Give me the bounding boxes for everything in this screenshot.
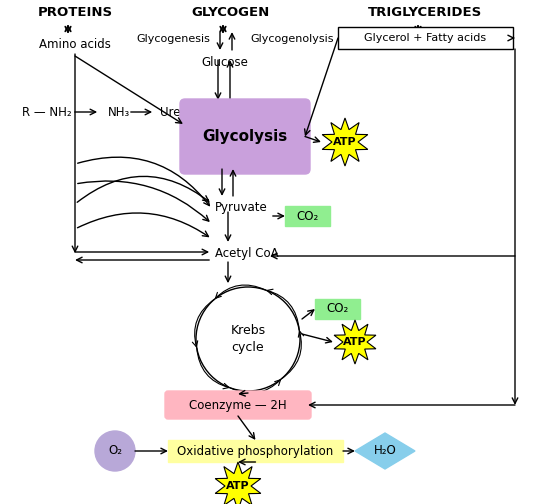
Text: Glucose: Glucose xyxy=(201,56,249,69)
Text: Glycogenesis: Glycogenesis xyxy=(136,34,210,44)
Text: Glycerol + Fatty acids: Glycerol + Fatty acids xyxy=(365,33,487,43)
Polygon shape xyxy=(334,320,376,364)
FancyBboxPatch shape xyxy=(165,391,311,419)
FancyBboxPatch shape xyxy=(338,27,513,49)
Text: Pyruvate: Pyruvate xyxy=(215,201,268,214)
Text: Glycogenolysis: Glycogenolysis xyxy=(250,34,333,44)
Text: ATP: ATP xyxy=(226,481,250,491)
Text: cycle: cycle xyxy=(232,341,265,353)
Text: GLYCOGEN: GLYCOGEN xyxy=(191,6,269,19)
Text: ATP: ATP xyxy=(333,137,357,147)
Polygon shape xyxy=(355,433,415,469)
Text: NH₃: NH₃ xyxy=(108,105,130,118)
Text: TRIGLYCERIDES: TRIGLYCERIDES xyxy=(368,6,482,19)
Polygon shape xyxy=(215,462,261,504)
FancyBboxPatch shape xyxy=(168,440,343,462)
Circle shape xyxy=(95,431,135,471)
Text: Amino acids: Amino acids xyxy=(39,37,111,50)
Text: R — NH₂: R — NH₂ xyxy=(22,105,72,118)
Text: ATP: ATP xyxy=(343,337,367,347)
Text: Krebs: Krebs xyxy=(230,325,266,338)
Text: Urea: Urea xyxy=(160,105,188,118)
FancyBboxPatch shape xyxy=(285,206,330,226)
Circle shape xyxy=(196,287,300,391)
Text: O₂: O₂ xyxy=(108,445,122,458)
FancyBboxPatch shape xyxy=(315,299,360,319)
FancyBboxPatch shape xyxy=(168,394,308,416)
Text: Coenzyme — 2H: Coenzyme — 2H xyxy=(189,399,287,411)
Text: CO₂: CO₂ xyxy=(326,302,349,316)
Text: Glycolysis: Glycolysis xyxy=(202,129,288,144)
FancyBboxPatch shape xyxy=(180,99,310,174)
Text: CO₂: CO₂ xyxy=(296,210,318,222)
Polygon shape xyxy=(322,118,368,166)
Text: Oxidative phosphorylation: Oxidative phosphorylation xyxy=(177,445,334,458)
Text: Acetyl CoA: Acetyl CoA xyxy=(215,247,279,261)
Text: PROTEINS: PROTEINS xyxy=(37,6,113,19)
Text: H₂O: H₂O xyxy=(373,445,397,458)
